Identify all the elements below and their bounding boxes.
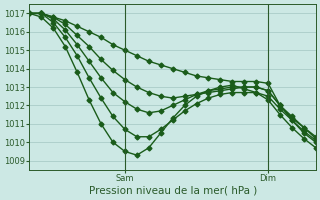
X-axis label: Pression niveau de la mer( hPa ): Pression niveau de la mer( hPa ) [89, 186, 257, 196]
